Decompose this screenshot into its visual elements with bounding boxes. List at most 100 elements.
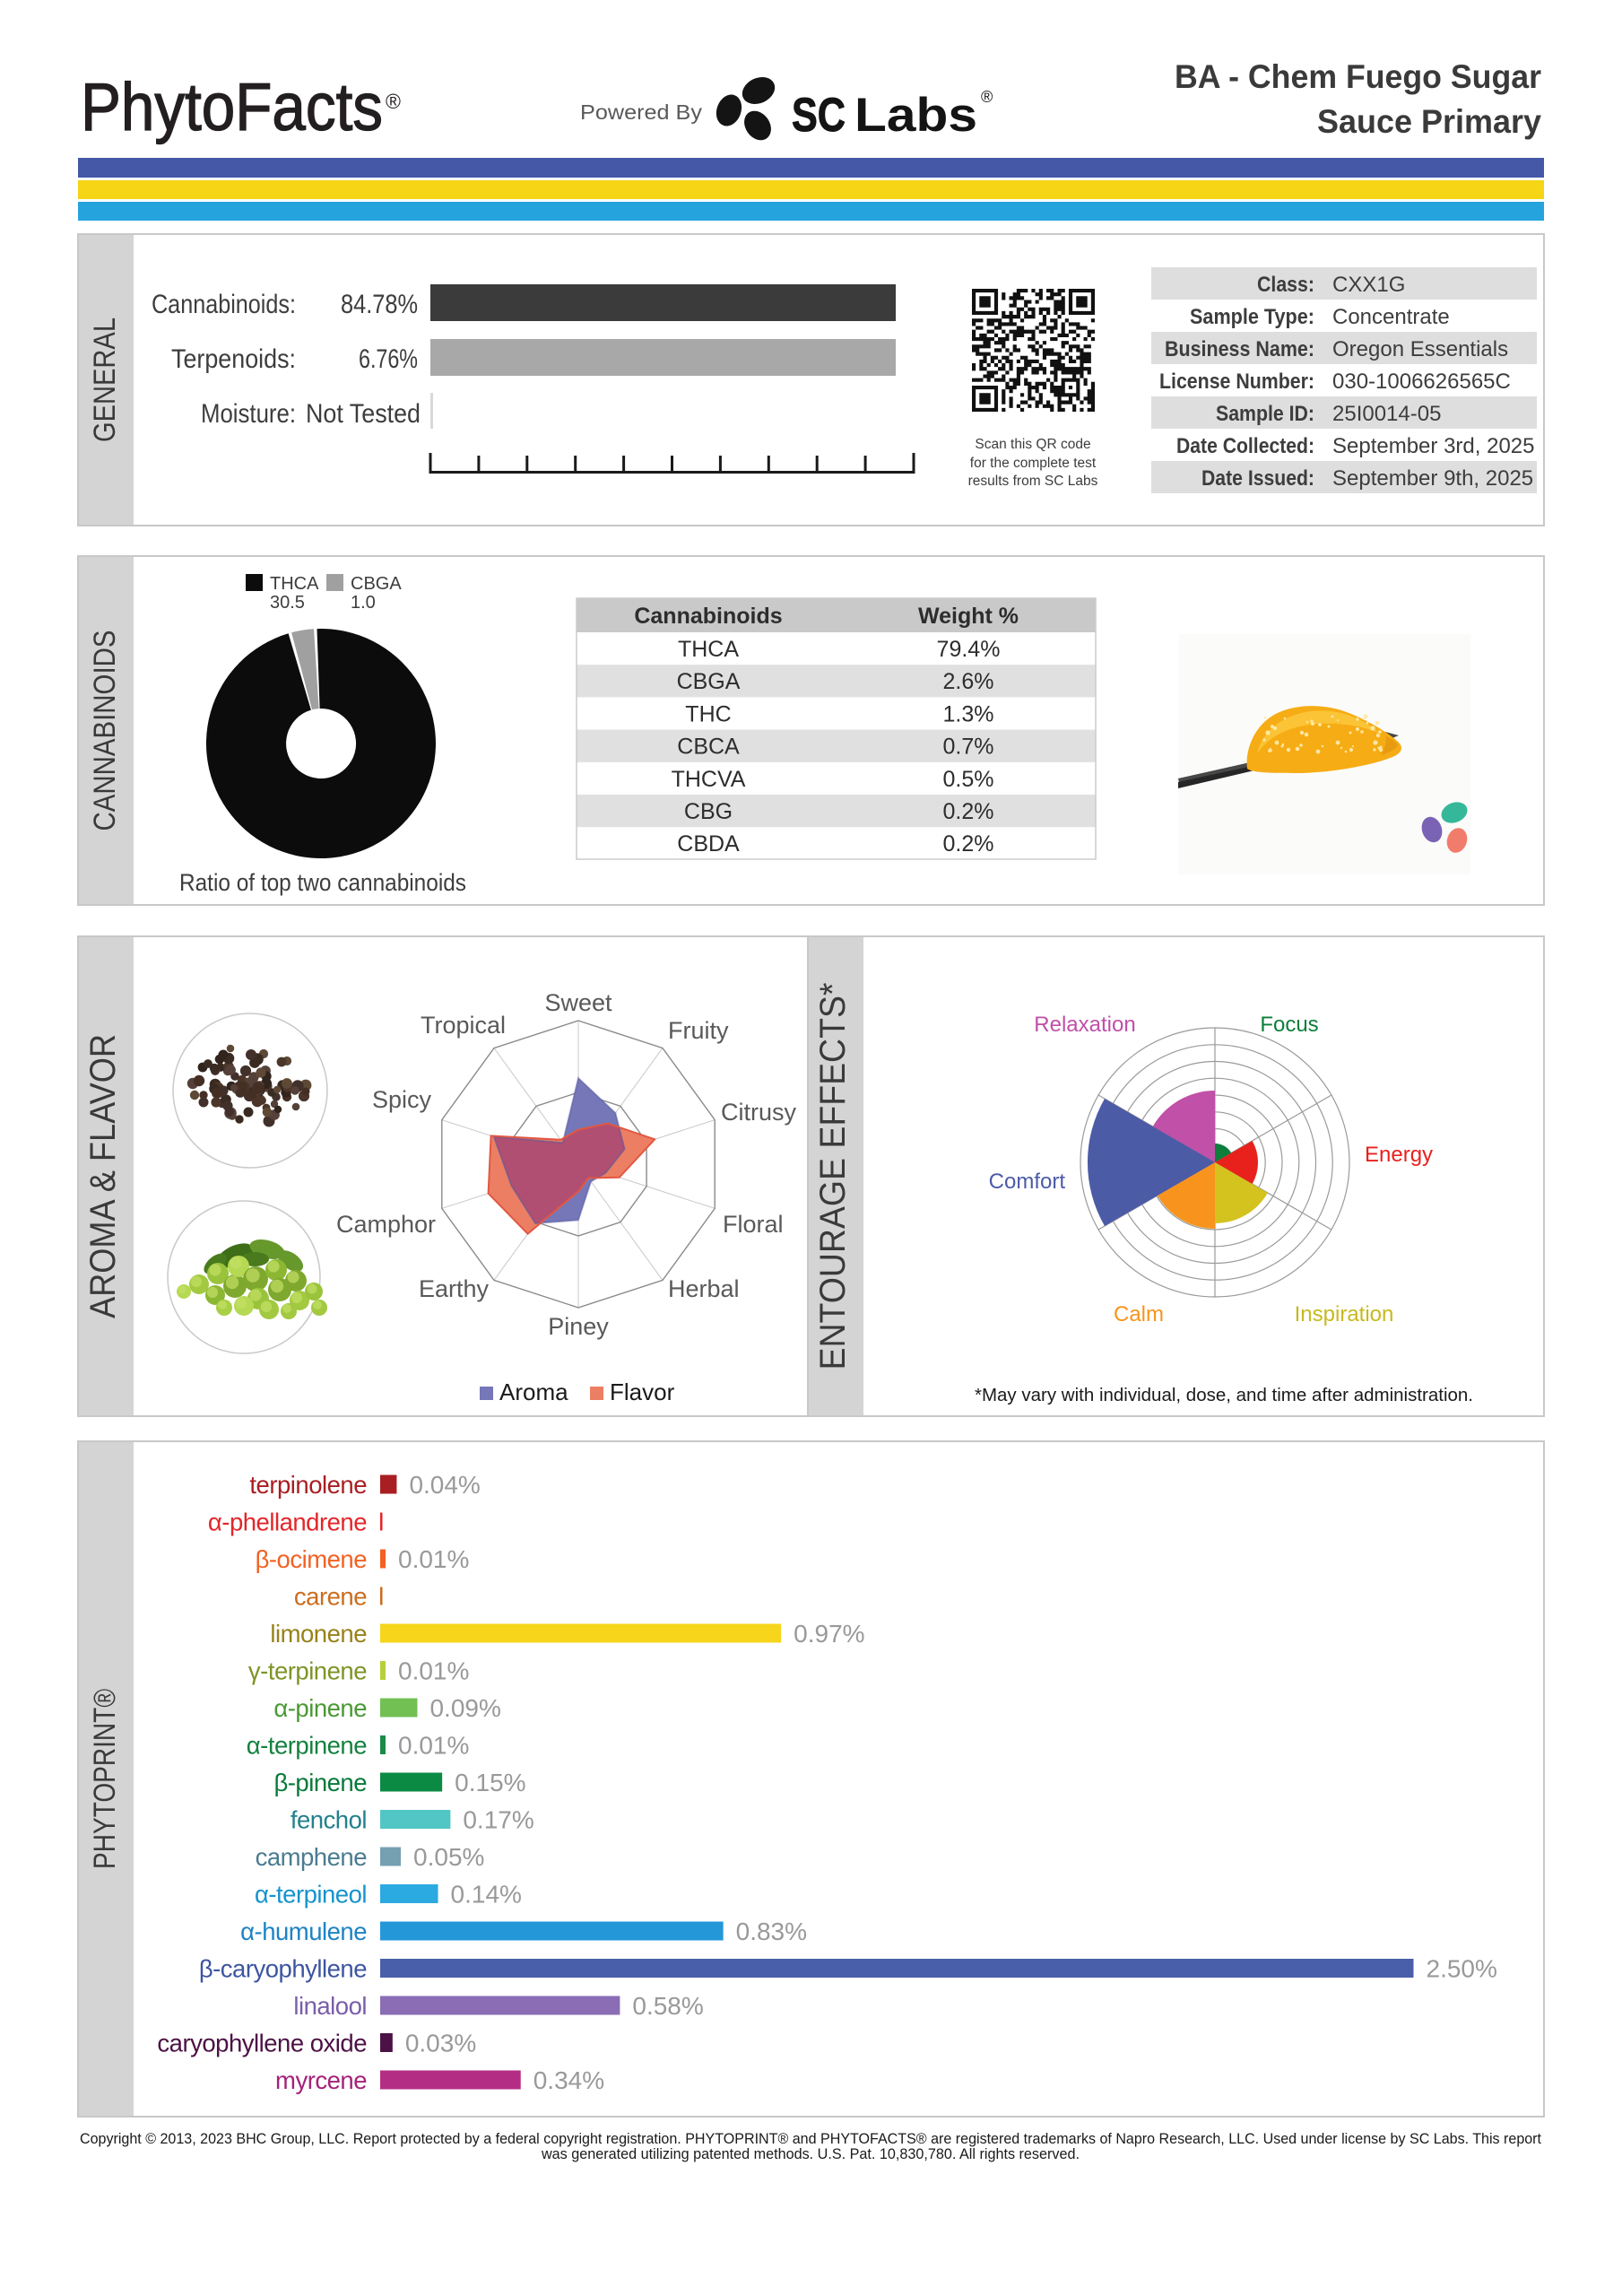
- svg-text:β-caryophyllene: β-caryophyllene: [199, 1955, 367, 1983]
- svg-text:ENTOURAGE EFFECTS*: ENTOURAGE EFFECTS*: [813, 983, 853, 1370]
- svg-text:CBCA: CBCA: [677, 735, 740, 760]
- svg-text:Piney: Piney: [548, 1313, 609, 1340]
- svg-text:0.5%: 0.5%: [943, 767, 994, 792]
- svg-text:Oregon Essentials: Oregon Essentials: [1332, 337, 1508, 361]
- svg-text:Moisture:: Moisture:: [201, 399, 296, 429]
- svg-text:Date Issued:: Date Issued:: [1201, 466, 1314, 491]
- svg-text:®: ®: [981, 88, 993, 106]
- svg-text:CBG: CBG: [684, 799, 733, 824]
- svg-text:terpinolene: terpinolene: [249, 1471, 367, 1499]
- svg-text:α-phellandrene: α-phellandrene: [208, 1509, 367, 1536]
- svg-text:Spicy: Spicy: [372, 1086, 432, 1113]
- svg-text:CBGA: CBGA: [351, 574, 402, 594]
- svg-text:Not Tested: Not Tested: [306, 399, 421, 429]
- svg-text:Copyright © 2013, 2023 BHC Gro: Copyright © 2013, 2023 BHC Group, LLC. R…: [80, 2130, 1541, 2147]
- svg-text:α-terpineol: α-terpineol: [255, 1881, 367, 1909]
- svg-text:0.05%: 0.05%: [413, 1843, 484, 1871]
- svg-text:0.09%: 0.09%: [429, 1694, 500, 1722]
- svg-text:Herbal: Herbal: [668, 1275, 740, 1302]
- svg-text:AROMA & FLAVOR: AROMA & FLAVOR: [83, 1034, 123, 1318]
- svg-text:CBDA: CBDA: [677, 831, 740, 857]
- svg-text:30.5: 30.5: [270, 593, 305, 613]
- svg-text:linalool: linalool: [293, 1992, 367, 2020]
- svg-text:License Number:: License Number:: [1159, 370, 1314, 394]
- svg-text:γ-terpinene: γ-terpinene: [248, 1657, 367, 1685]
- svg-text:Terpenoids:: Terpenoids:: [171, 344, 296, 374]
- svg-text:September 3rd, 2025: September 3rd, 2025: [1332, 434, 1534, 458]
- svg-text:SC: SC: [792, 89, 846, 142]
- svg-text:6.76%: 6.76%: [359, 344, 418, 374]
- svg-text:Cannabinoids:: Cannabinoids:: [152, 290, 296, 319]
- svg-text:α-humulene: α-humulene: [240, 1918, 367, 1945]
- svg-text:α-pinene: α-pinene: [273, 1694, 367, 1722]
- svg-text:79.4%: 79.4%: [937, 637, 1001, 662]
- svg-text:PHYTOPRINT®: PHYTOPRINT®: [88, 1689, 122, 1869]
- svg-text:0.04%: 0.04%: [409, 1471, 480, 1499]
- svg-text:Relaxation: Relaxation: [1034, 1013, 1135, 1037]
- svg-text:25I0014-05: 25I0014-05: [1332, 402, 1441, 426]
- svg-text:myrcene: myrcene: [275, 2066, 367, 2094]
- svg-text:0.01%: 0.01%: [398, 1545, 469, 1573]
- svg-text:030-1006626565C: 030-1006626565C: [1332, 370, 1511, 394]
- svg-text:carene: carene: [294, 1583, 367, 1611]
- svg-text:2.6%: 2.6%: [943, 669, 994, 694]
- svg-text:CBGA: CBGA: [677, 669, 741, 694]
- svg-text:Scan this QR code: Scan this QR code: [975, 437, 1090, 452]
- svg-text:Tropical: Tropical: [421, 1012, 506, 1039]
- svg-text:0.83%: 0.83%: [736, 1918, 807, 1945]
- svg-text:1.3%: 1.3%: [943, 701, 994, 726]
- svg-text:Camphor: Camphor: [336, 1211, 436, 1238]
- svg-text:Powered By: Powered By: [580, 100, 703, 124]
- svg-text:PhytoFacts: PhytoFacts: [81, 69, 383, 144]
- svg-text:THCA: THCA: [678, 637, 739, 662]
- svg-text:Labs: Labs: [854, 89, 977, 142]
- svg-text:Business Name:: Business Name:: [1165, 337, 1314, 361]
- svg-text:0.03%: 0.03%: [405, 2030, 476, 2057]
- svg-text:Floral: Floral: [723, 1211, 784, 1238]
- svg-text:limonene: limonene: [270, 1620, 367, 1648]
- svg-text:2.50%: 2.50%: [1427, 1955, 1497, 1983]
- svg-text:0.34%: 0.34%: [533, 2066, 604, 2094]
- svg-text:Fruity: Fruity: [668, 1017, 729, 1044]
- svg-text:for the complete test: for the complete test: [970, 456, 1097, 471]
- svg-text:Sweet: Sweet: [544, 989, 612, 1016]
- svg-text:Weight %: Weight %: [918, 604, 1019, 629]
- svg-text:0.01%: 0.01%: [398, 1732, 469, 1760]
- svg-text:0.2%: 0.2%: [943, 831, 994, 857]
- svg-text:THCA: THCA: [270, 574, 319, 594]
- svg-text:84.78%: 84.78%: [341, 290, 418, 319]
- svg-text:Energy: Energy: [1365, 1143, 1433, 1167]
- svg-text:α-terpinene: α-terpinene: [247, 1732, 367, 1760]
- svg-text:camphene: camphene: [256, 1843, 368, 1871]
- svg-text:Class:: Class:: [1257, 273, 1314, 297]
- svg-text:Sample ID:: Sample ID:: [1216, 402, 1314, 426]
- svg-text:CANNABINOIDS: CANNABINOIDS: [88, 631, 122, 831]
- svg-text:CXX1G: CXX1G: [1332, 273, 1405, 297]
- svg-text:0.7%: 0.7%: [943, 735, 994, 760]
- svg-text:GENERAL: GENERAL: [88, 317, 122, 442]
- svg-text:0.15%: 0.15%: [455, 1769, 525, 1796]
- svg-text:THC: THC: [685, 701, 731, 726]
- svg-text:Flavor: Flavor: [610, 1378, 675, 1405]
- svg-text:0.58%: 0.58%: [632, 1992, 703, 2020]
- svg-text:was generated utilizing patent: was generated utilizing patented methods…: [541, 2145, 1080, 2162]
- svg-text:Calm: Calm: [1114, 1302, 1164, 1326]
- svg-text:β-ocimene: β-ocimene: [256, 1545, 368, 1573]
- svg-text:Citrusy: Citrusy: [721, 1099, 797, 1126]
- svg-text:0.14%: 0.14%: [451, 1881, 522, 1909]
- svg-text:Earthy: Earthy: [419, 1275, 490, 1302]
- svg-text:caryophyllene oxide: caryophyllene oxide: [157, 2030, 367, 2057]
- svg-text:*May vary with individual, dos: *May vary with individual, dose, and tim…: [975, 1385, 1473, 1405]
- svg-text:Cannabinoids: Cannabinoids: [634, 604, 782, 629]
- svg-text:results from SC Labs: results from SC Labs: [968, 474, 1098, 489]
- svg-text:fenchol: fenchol: [291, 1806, 367, 1834]
- svg-text:0.01%: 0.01%: [398, 1657, 469, 1685]
- svg-text:Aroma: Aroma: [499, 1378, 568, 1405]
- svg-text:Comfort: Comfort: [989, 1170, 1066, 1194]
- svg-text:0.17%: 0.17%: [463, 1806, 533, 1834]
- svg-text:0.2%: 0.2%: [943, 799, 994, 824]
- svg-text:®: ®: [386, 90, 401, 113]
- svg-text:1.0: 1.0: [351, 593, 376, 613]
- svg-text:Ratio of top two cannabinoids: Ratio of top two cannabinoids: [179, 869, 466, 896]
- svg-text:Date Collected:: Date Collected:: [1176, 434, 1314, 458]
